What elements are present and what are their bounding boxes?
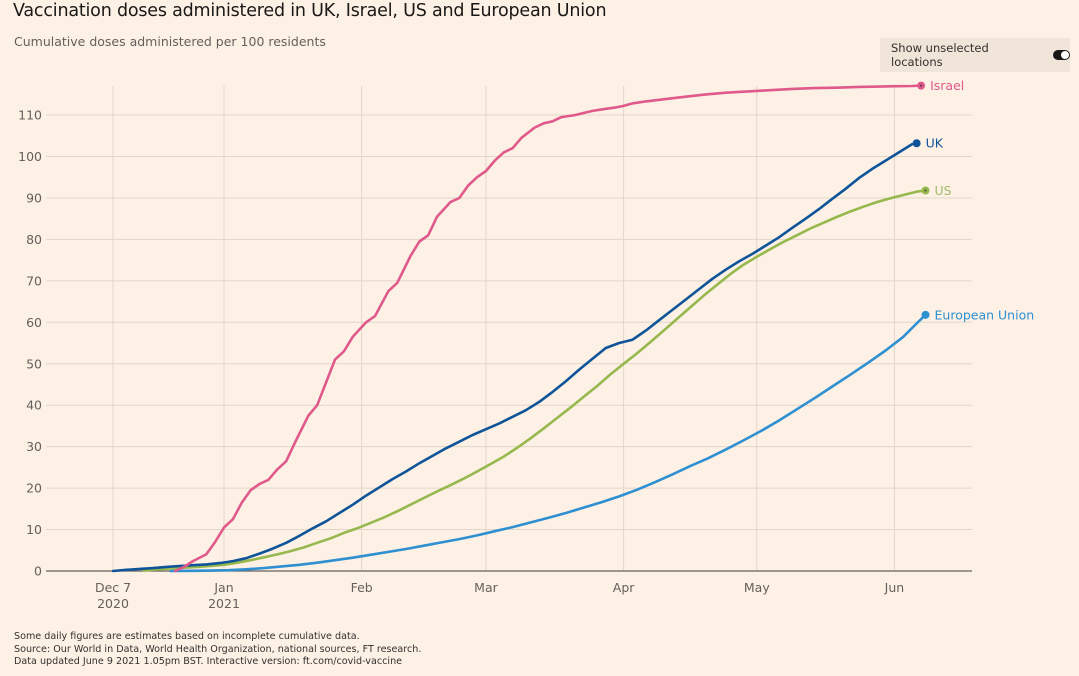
x-tick-label: May [744, 580, 770, 595]
y-tick-label: 100 [18, 149, 42, 164]
series-label-uk: UK [926, 136, 944, 151]
y-tick-label: 40 [26, 398, 42, 413]
y-tick-label: 60 [26, 315, 42, 330]
footnote-updated: Data updated June 9 2021 1.05pm BST. Int… [14, 656, 403, 667]
series-label-israel: Israel [930, 78, 964, 93]
series-label-us: US [935, 183, 952, 198]
y-tick-label: 10 [26, 522, 42, 537]
series-end-marker-center [919, 84, 923, 87]
x-tick-label: Dec 7 [95, 580, 131, 595]
series-line-european-union [169, 313, 927, 573]
series-line-uk [111, 141, 918, 573]
series-end-marker-european-union [921, 310, 930, 319]
series-end-marker-center [924, 189, 927, 192]
y-tick-label: 50 [26, 356, 42, 371]
y-tick-label: 20 [26, 481, 42, 496]
series-line-us [142, 189, 927, 572]
footnote-source: Source: Our World in Data, World Health … [14, 643, 422, 655]
chart-subtitle: Cumulative doses administered per 100 re… [14, 34, 326, 49]
y-tick-label: 90 [26, 190, 42, 205]
toggle-label: Show unselected locations [891, 41, 989, 69]
series-line-israel [173, 84, 923, 573]
y-tick-label: 110 [18, 108, 42, 123]
toggle-switch-icon[interactable] [1053, 50, 1070, 60]
series-label-european-union: European Union [935, 307, 1035, 322]
x-tick-label: Apr [613, 580, 635, 595]
series-end-marker-uk [912, 139, 921, 148]
series-labels: European Union US UK Israel [926, 78, 1035, 322]
x-tick-sublabel: 2021 [208, 596, 240, 611]
footnote-estimates: Some daily figures are estimates based o… [14, 631, 360, 642]
series-lines [111, 81, 930, 573]
chart-title: Vaccination doses administered in UK, Is… [13, 1, 607, 21]
y-tick-label: 0 [34, 564, 42, 579]
x-tick-label: Feb [351, 580, 373, 595]
show-unselected-locations-toggle[interactable]: Show unselected locations [880, 38, 1070, 72]
x-tick-label: Jan [213, 580, 233, 595]
y-tick-label: 30 [26, 439, 42, 454]
x-tick-label: Jun [884, 580, 905, 595]
y-axis: 0 10 20 30 40 50 60 70 80 90 100 110 [18, 108, 42, 579]
y-tick-label: 80 [26, 232, 42, 247]
x-tick-sublabel: 2020 [97, 596, 129, 611]
footnotes: Some daily figures are estimates based o… [14, 631, 421, 669]
y-tick-label: 70 [26, 273, 42, 288]
toggle-knob [1061, 51, 1069, 59]
x-tick-label: Mar [474, 580, 498, 595]
gridlines [46, 86, 972, 572]
